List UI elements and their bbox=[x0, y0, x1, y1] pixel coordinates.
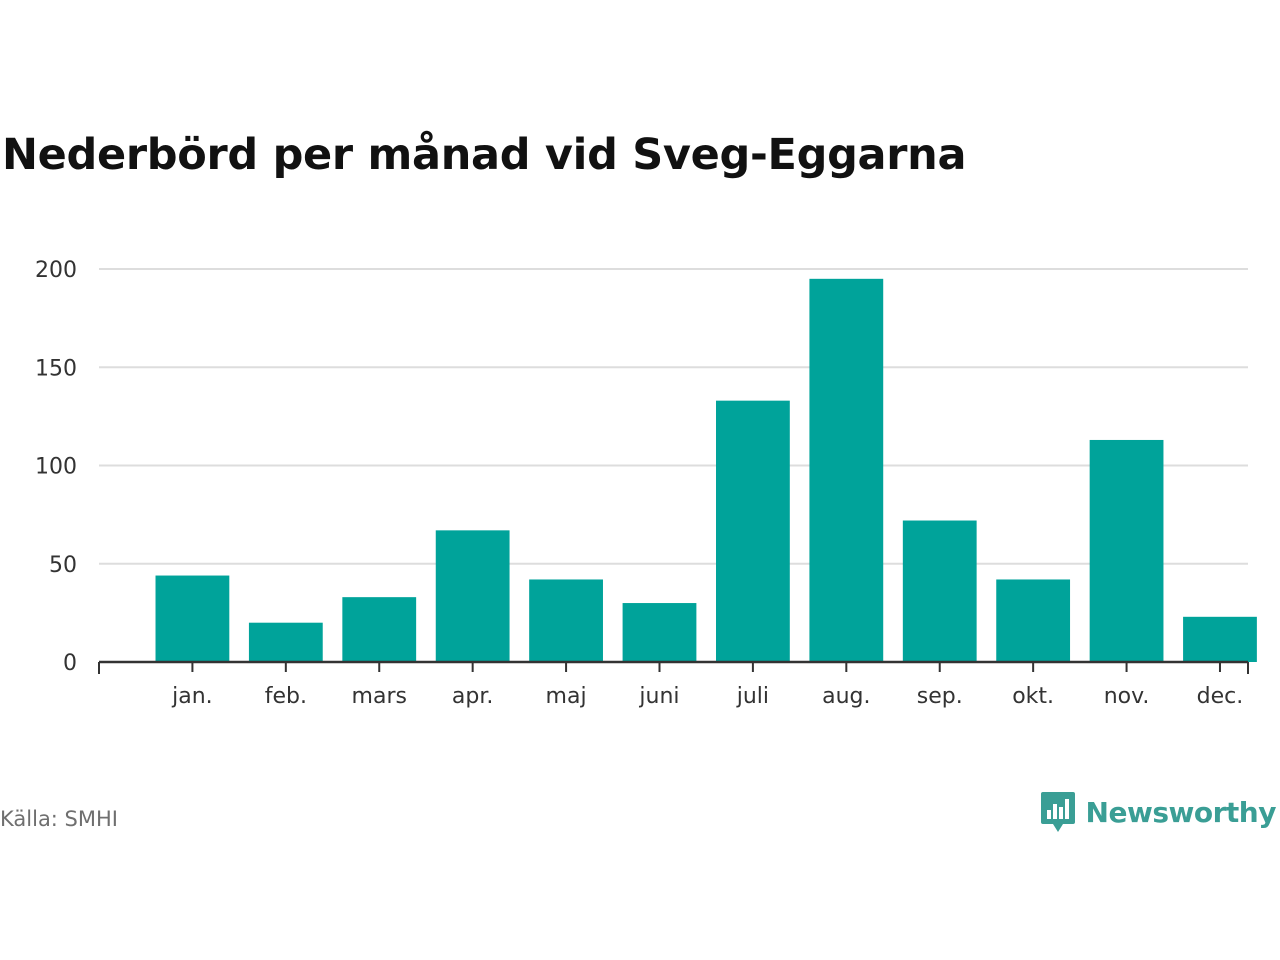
y-axis-tick-labels: 0 50 100 150 200 bbox=[35, 258, 77, 676]
bar bbox=[529, 579, 603, 662]
bars bbox=[155, 278, 1257, 662]
x-tick-label: apr. bbox=[452, 684, 493, 709]
x-tick-label: mars bbox=[352, 684, 407, 709]
bar bbox=[1183, 616, 1257, 662]
y-tick-label: 100 bbox=[35, 455, 77, 480]
x-tick-label: sep. bbox=[917, 684, 963, 709]
newsworthy-logo: Newsworthy bbox=[1040, 790, 1277, 834]
x-tick-label: okt. bbox=[1012, 684, 1054, 709]
x-axis bbox=[98, 660, 1249, 674]
bar-chart-speech-bubble-icon bbox=[1040, 792, 1075, 832]
y-tick-label: 150 bbox=[35, 356, 77, 381]
bar bbox=[435, 530, 510, 662]
x-tick-label: nov. bbox=[1104, 684, 1150, 709]
gridlines bbox=[99, 268, 1248, 565]
bar bbox=[996, 579, 1071, 662]
y-tick-label: 0 bbox=[63, 651, 77, 676]
x-tick-label: jan. bbox=[171, 684, 213, 709]
x-tick-label: juli bbox=[736, 684, 769, 709]
bar bbox=[902, 520, 977, 662]
x-tick-label: aug. bbox=[822, 684, 870, 709]
y-tick-label: 50 bbox=[49, 553, 77, 578]
bar bbox=[248, 622, 323, 662]
bar bbox=[155, 575, 230, 662]
bar bbox=[809, 278, 884, 662]
chart-title: Nederbörd per månad vid Sveg-Eggarna bbox=[2, 130, 967, 180]
y-tick-label: 200 bbox=[35, 258, 77, 283]
bar bbox=[622, 603, 697, 662]
bar bbox=[716, 400, 790, 662]
source-note: Källa: SMHI bbox=[0, 807, 118, 831]
x-tick-label: juni bbox=[638, 684, 679, 709]
x-tick-label: dec. bbox=[1197, 684, 1244, 709]
bar bbox=[1089, 439, 1164, 662]
x-tick-label: feb. bbox=[265, 684, 307, 709]
brand-name: Newsworthy bbox=[1085, 795, 1277, 829]
x-axis-tick-labels: jan. feb. mars apr. maj juni juli aug. sep. okt. n… bbox=[171, 684, 1243, 709]
x-tick-label: maj bbox=[546, 684, 587, 709]
bar-chart: 0 50 100 150 200 jan. feb. mars apr. maj juni juli… bbox=[35, 258, 1257, 709]
bar bbox=[342, 597, 417, 662]
